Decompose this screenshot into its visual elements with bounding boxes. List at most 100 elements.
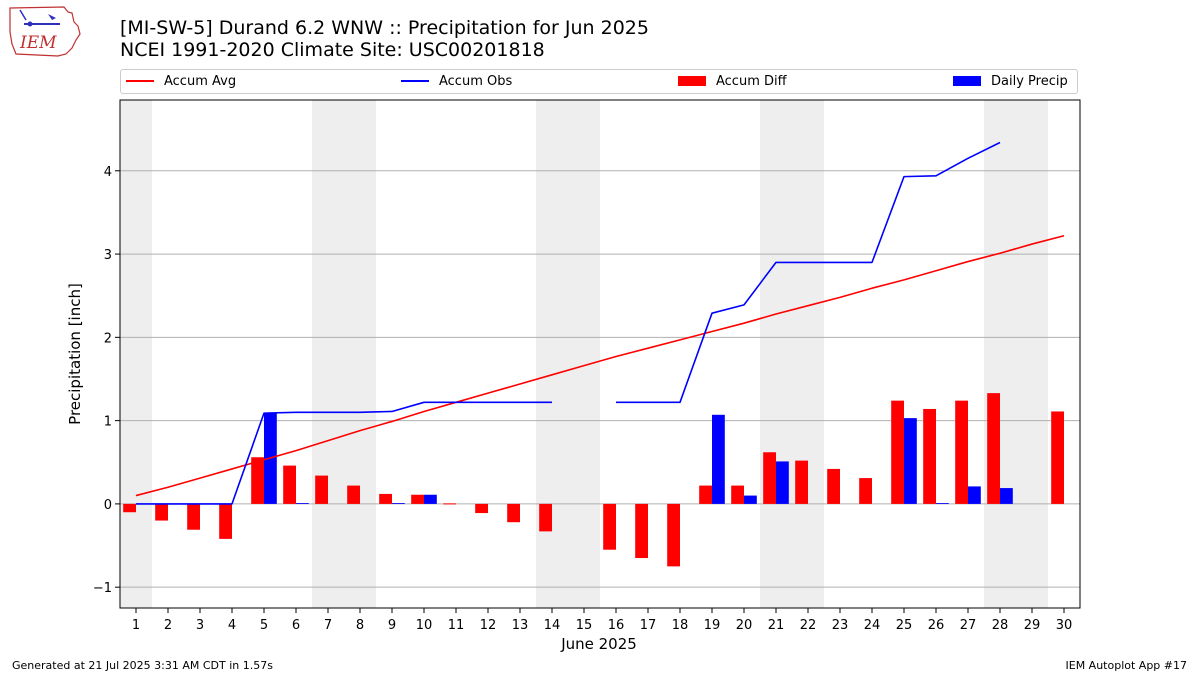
accum-diff-bar — [123, 503, 136, 513]
accum-diff-bar — [763, 452, 776, 504]
x-tick-label: 26 — [928, 618, 945, 633]
accum-diff-bar — [1051, 411, 1064, 504]
daily-precip-bar — [1000, 488, 1013, 504]
accum-diff-bar — [699, 485, 712, 504]
chart-subtitle: NCEI 1991-2020 Climate Site: USC00201818 — [120, 39, 545, 61]
accum-diff-bar — [987, 393, 1000, 504]
accum-diff-bar — [859, 478, 872, 504]
y-tick-label: 1 — [104, 415, 112, 430]
x-tick-label: 19 — [704, 618, 721, 633]
legend-label-daily-precip: Daily Precip — [991, 74, 1068, 89]
accum-diff-bar — [251, 457, 264, 504]
legend-swatch-accum-obs — [401, 79, 429, 82]
x-tick-label: 2 — [164, 618, 172, 633]
x-tick-label: 5 — [260, 618, 268, 633]
legend-swatch-accum-avg — [126, 79, 154, 82]
x-tick-label: 13 — [512, 618, 529, 633]
accum-diff-bar — [379, 493, 392, 504]
x-tick-label: 10 — [416, 618, 433, 633]
weekend-band — [312, 100, 376, 608]
accum-diff-bar — [731, 485, 744, 504]
plot-frame — [119, 99, 1081, 609]
legend-label-accum-diff: Accum Diff — [716, 74, 787, 89]
daily-precip-bar — [904, 418, 917, 504]
daily-precip-bar — [936, 503, 949, 504]
x-axis-label: June 2025 — [560, 635, 637, 653]
accum-diff-bar — [603, 503, 616, 550]
y-tick-label: 3 — [104, 248, 112, 263]
weekend-band — [536, 100, 600, 608]
accum-diff-bar — [347, 485, 360, 504]
accum-diff-bar — [219, 503, 232, 539]
accum-obs-line — [616, 141, 1001, 404]
legend-item-accum-diff: Accum Diff — [678, 73, 787, 91]
weekend-bands — [120, 100, 1048, 608]
accum-diff-bar — [539, 503, 552, 532]
accum-diff-bar — [795, 460, 808, 504]
daily-precip-bar — [392, 503, 405, 504]
legend-label-accum-avg: Accum Avg — [164, 74, 237, 89]
logo-text: IEM — [19, 33, 57, 53]
y-tick-label: 0 — [104, 498, 112, 513]
bars — [123, 393, 1064, 567]
x-tick-label: 4 — [228, 618, 236, 633]
accum-diff-bar — [155, 503, 168, 521]
y-tick-label: 2 — [104, 331, 112, 346]
x-tick-label: 21 — [768, 618, 785, 633]
x-tick-label: 28 — [992, 618, 1009, 633]
accum-diff-bar — [443, 503, 456, 505]
lines — [135, 141, 1065, 505]
accum-diff-bar — [827, 468, 840, 504]
x-tick-label: 20 — [736, 618, 753, 633]
x-tick-label: 1 — [132, 618, 140, 633]
weekend-band — [760, 100, 824, 608]
accum-diff-bar — [635, 503, 648, 559]
y-tick-label: 4 — [104, 165, 112, 180]
chart-title: [MI-SW-5] Durand 6.2 WNW :: Precipitatio… — [120, 17, 649, 39]
accum-diff-bar — [923, 408, 936, 504]
x-tick-label: 29 — [1024, 618, 1041, 633]
x-tick-label: 16 — [608, 618, 625, 633]
x-tick-label: 25 — [896, 618, 913, 633]
accum-diff-bar — [283, 465, 296, 504]
accum-diff-bar — [315, 475, 328, 504]
x-tick-label: 27 — [960, 618, 977, 633]
accum-diff-bar — [507, 503, 520, 523]
x-tick-label: 11 — [448, 618, 465, 633]
daily-precip-bar — [424, 494, 437, 504]
daily-precip-bar — [776, 461, 789, 504]
accum-diff-bar — [187, 503, 200, 530]
x-tick-label: 3 — [196, 618, 204, 633]
footer-app-text: IEM Autoplot App #17 — [1065, 659, 1188, 672]
x-tick-label: 15 — [576, 618, 593, 633]
accum-avg-line — [135, 234, 1065, 497]
legend-swatch-daily-precip — [953, 75, 981, 86]
weekend-band — [120, 100, 152, 608]
x-tick-label: 9 — [388, 618, 396, 633]
x-tick-label: 18 — [672, 618, 689, 633]
legend-item-accum-avg: Accum Avg — [126, 73, 236, 91]
x-tick-label: 23 — [832, 618, 849, 633]
legend-label-accum-obs: Accum Obs — [439, 74, 513, 89]
y-tick-label: −1 — [93, 581, 112, 596]
y-axis-label: Precipitation [inch] — [66, 283, 84, 425]
weekend-band — [984, 100, 1048, 608]
x-tick-label: 7 — [324, 618, 332, 633]
daily-precip-bar — [296, 503, 309, 504]
legend-item-accum-obs: Accum Obs — [401, 73, 512, 91]
daily-precip-bar — [744, 495, 757, 504]
x-tick-label: 24 — [864, 618, 881, 633]
x-tick-label: 17 — [640, 618, 657, 633]
iem-logo: IEM — [6, 4, 82, 60]
x-tick-label: 14 — [544, 618, 561, 633]
x-tick-label: 6 — [292, 618, 300, 633]
legend-swatch-accum-diff — [678, 75, 706, 86]
daily-precip-bar — [712, 414, 725, 504]
x-tick-label: 30 — [1056, 618, 1073, 633]
accum-diff-bar — [955, 400, 968, 504]
x-tick-label: 12 — [480, 618, 497, 633]
accum-obs-line — [136, 401, 552, 505]
x-tick-label: 8 — [356, 618, 364, 633]
